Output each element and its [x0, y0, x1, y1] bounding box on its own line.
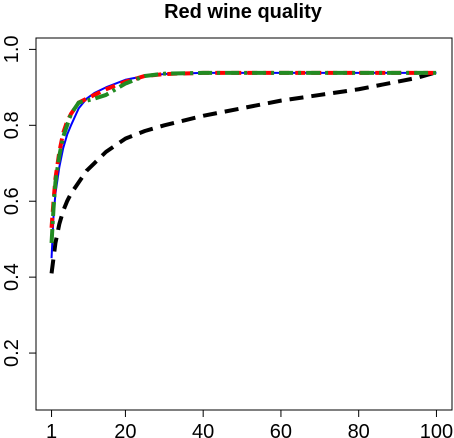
- series-line-3: [49, 70, 437, 228]
- x-tick-label: 20: [114, 421, 136, 438]
- x-axis: 1 20 40 60 80 100: [46, 410, 453, 438]
- series-line-1: [49, 70, 438, 274]
- x-tick-label: 40: [192, 421, 214, 438]
- series-line-2: [50, 71, 437, 259]
- chart-title: Red wine quality: [164, 1, 323, 23]
- plot-frame: [35, 37, 453, 411]
- y-axis: 0.2 0.4 0.6 0.8 1.0: [1, 35, 36, 367]
- x-tick-label: 60: [270, 421, 292, 438]
- y-tick-label: 0.6: [1, 187, 23, 215]
- x-tick-label: 1: [46, 421, 57, 438]
- x-tick-label: 100: [420, 421, 453, 438]
- y-tick-label: 0.8: [1, 111, 23, 139]
- series-line-4: [49, 70, 437, 244]
- y-tick-label: 1.0: [1, 35, 23, 63]
- y-tick-label: 0.4: [1, 263, 23, 291]
- series-group: [49, 70, 438, 274]
- x-tick-label: 80: [348, 421, 370, 438]
- y-tick-label: 0.2: [1, 339, 23, 367]
